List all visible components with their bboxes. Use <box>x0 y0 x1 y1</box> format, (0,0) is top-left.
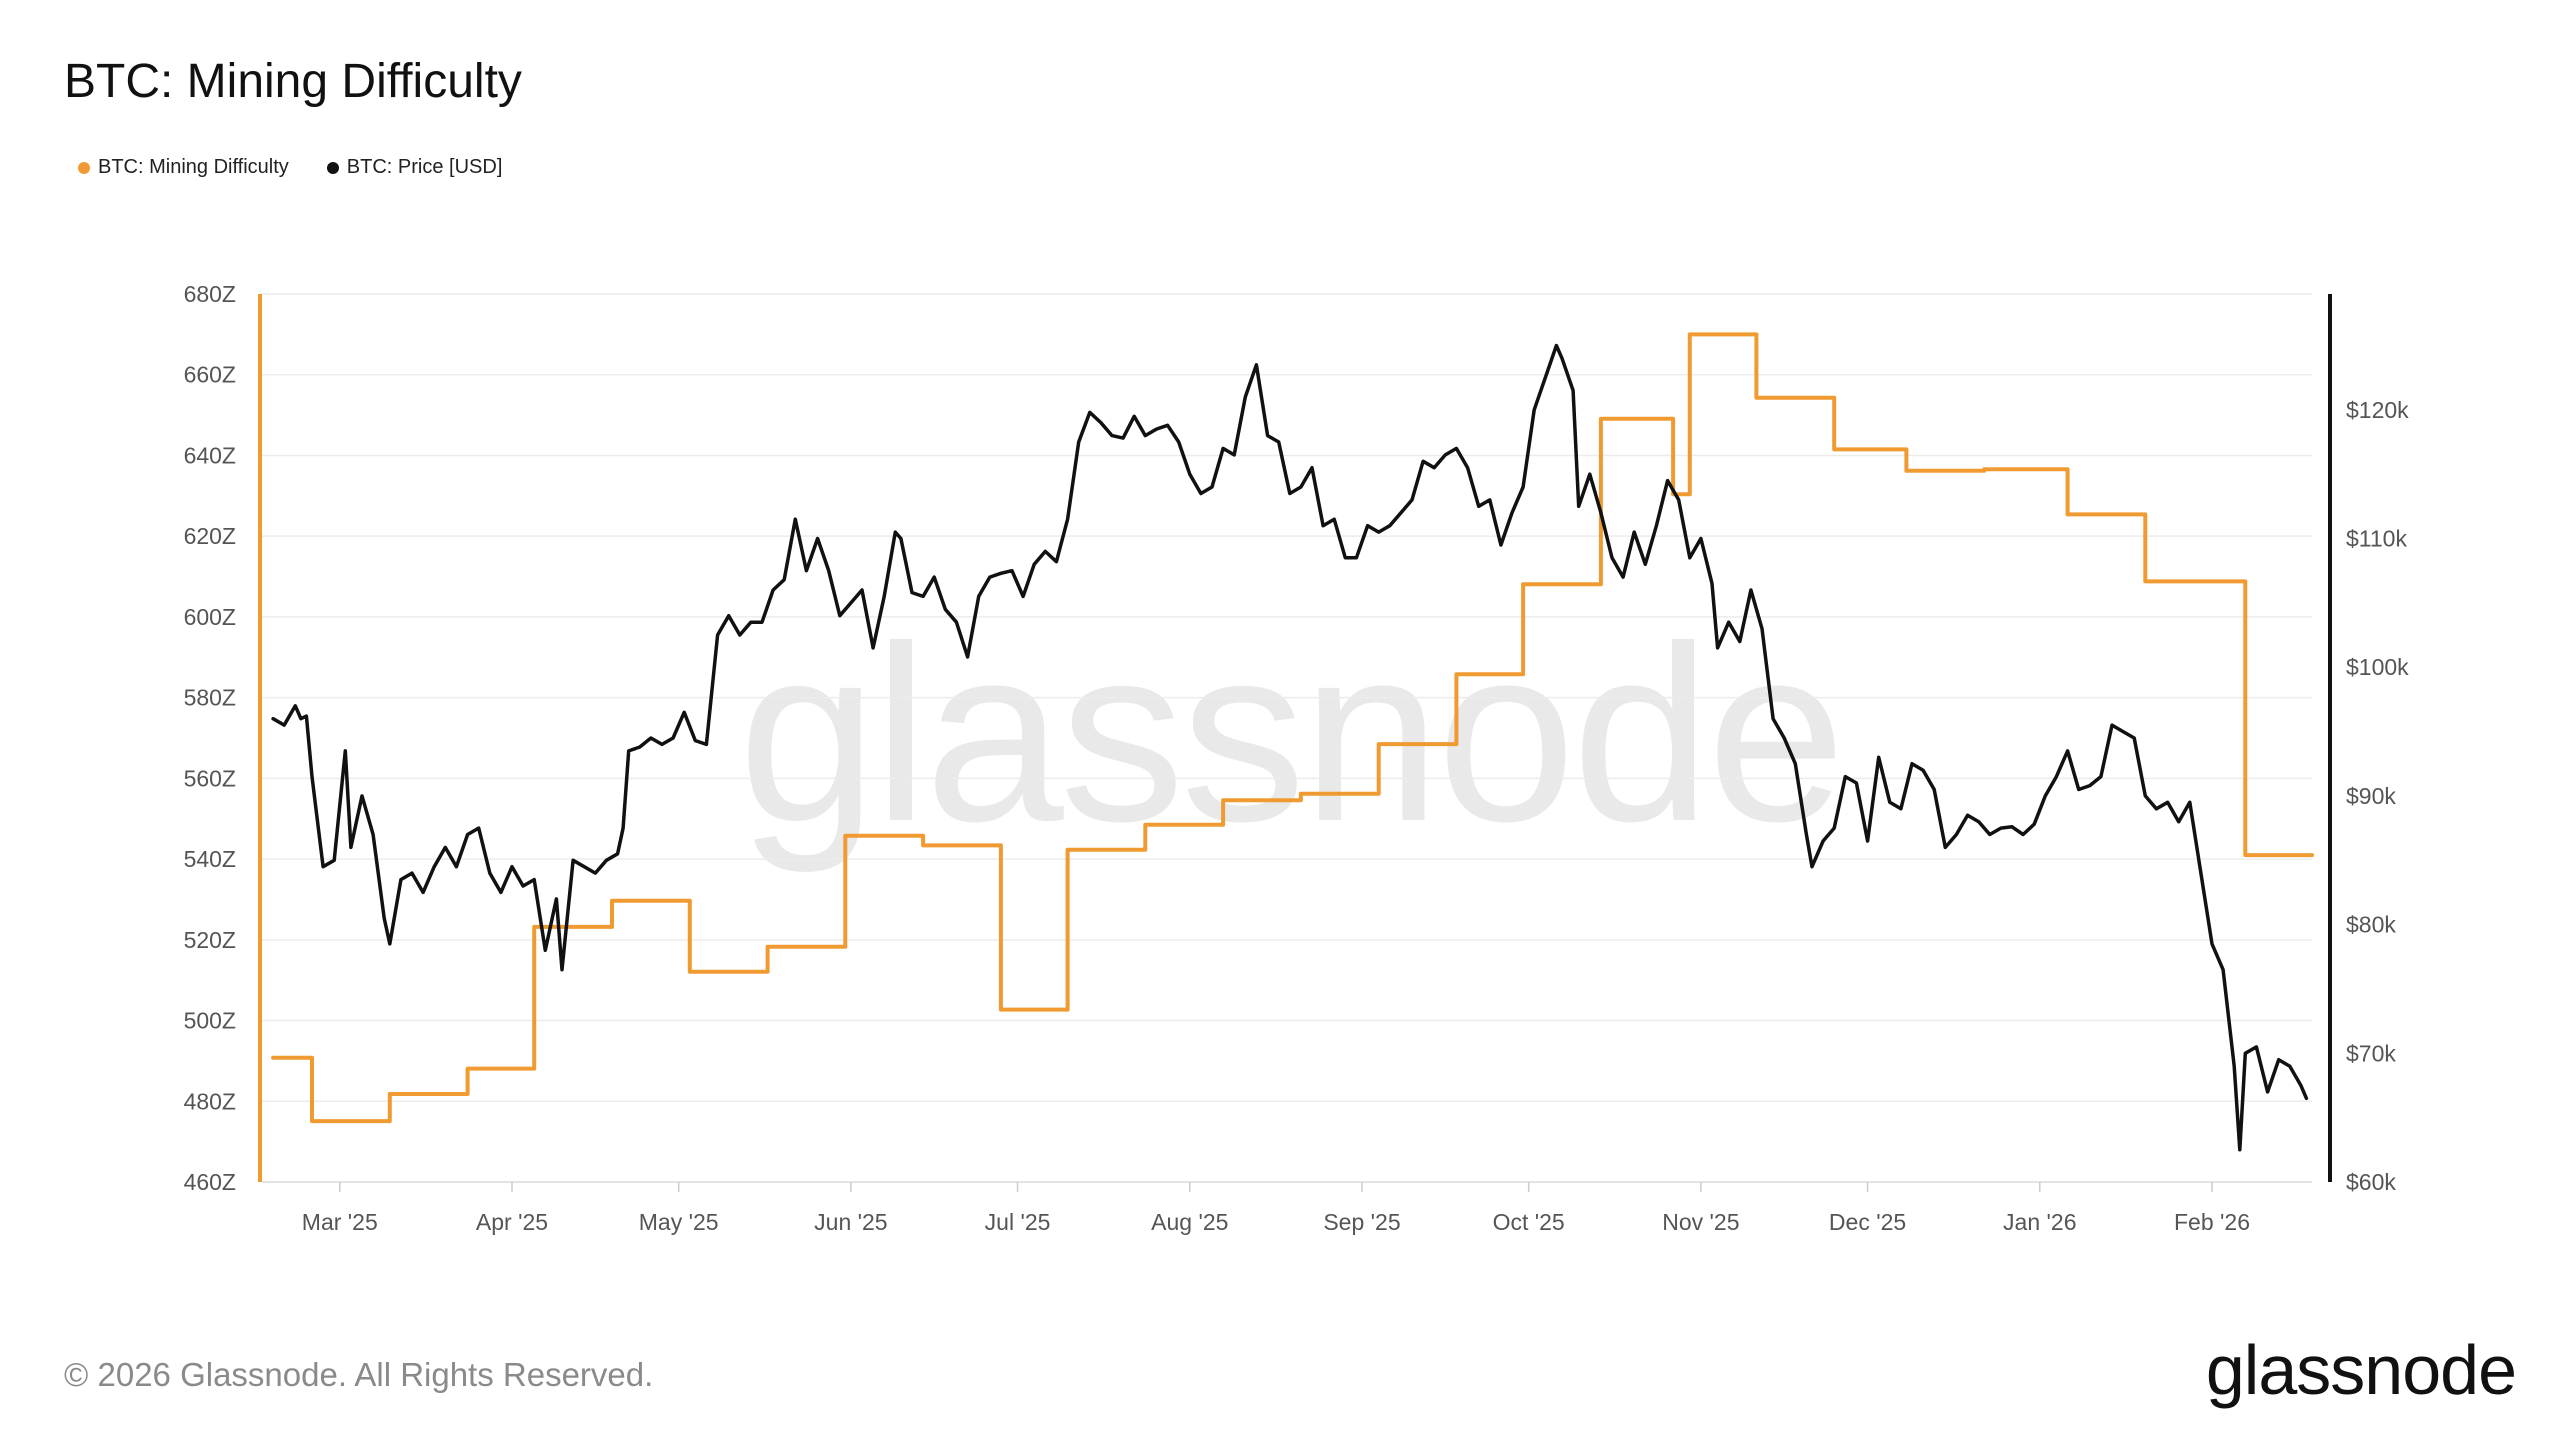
chart-title: BTC: Mining Difficulty <box>64 55 522 108</box>
chart-legend: BTC: Mining Difficulty BTC: Price [USD] <box>78 156 540 179</box>
y-left-tick-label: 660Z <box>184 362 236 388</box>
axis-layer: 460Z 480Z 500Z 520Z 540Z 560Z 580Z 600Z 620Z 640Z… <box>184 281 2410 1235</box>
legend-item-difficulty[interactable]: BTC: Mining Difficulty <box>78 156 289 179</box>
x-tick-label: Sep '25 <box>1323 1209 1400 1235</box>
watermark-text: glassnode <box>738 594 1842 873</box>
legend-dot-price <box>326 161 339 174</box>
y-left-tick-label: 620Z <box>184 523 236 549</box>
y-right-tick-label: $60k <box>2346 1169 2396 1195</box>
legend-label-difficulty: BTC: Mining Difficulty <box>98 156 289 178</box>
legend-item-price[interactable]: BTC: Price [USD] <box>326 156 503 179</box>
x-tick-label: Aug '25 <box>1151 1209 1228 1235</box>
y-right-tick-label: $70k <box>2346 1040 2396 1066</box>
legend-dot-difficulty <box>78 161 90 174</box>
y-right-tick-label: $100k <box>2346 654 2409 680</box>
series-layer <box>271 332 2314 1152</box>
glassnode-logo[interactable]: glassnode <box>2205 1331 2517 1409</box>
y-right-tick-label: $80k <box>2346 912 2396 938</box>
y-left-tick-label: 680Z <box>184 281 236 307</box>
x-tick-label: Jan '26 <box>2003 1209 2076 1235</box>
legend-label-price: BTC: Price [USD] <box>346 156 503 178</box>
x-tick-label: Jun '25 <box>814 1209 887 1235</box>
x-tick-label: Dec '25 <box>1829 1209 1906 1235</box>
y-left-tick-label: 500Z <box>184 1008 236 1034</box>
x-tick-label: Feb '26 <box>2174 1209 2250 1235</box>
series-line-btc-price <box>271 343 2309 1152</box>
y-right-tick-label: $90k <box>2346 783 2396 809</box>
series-line-mining-difficulty <box>271 332 2314 1124</box>
x-tick-label: Jul '25 <box>985 1209 1051 1235</box>
x-tick-label: Apr '25 <box>476 1209 548 1235</box>
x-tick-label: Oct '25 <box>1493 1209 1565 1235</box>
y-left-tick-label: 460Z <box>184 1169 236 1195</box>
y-left-tick-label: 540Z <box>184 846 236 872</box>
y-left-tick-label: 480Z <box>184 1088 236 1114</box>
x-tick-label: May '25 <box>639 1209 719 1235</box>
y-left-tick-label: 600Z <box>184 604 236 630</box>
y-left-tick-label: 520Z <box>184 927 236 953</box>
y-left-tick-label: 640Z <box>184 442 236 468</box>
y-left-tick-label: 580Z <box>184 685 236 711</box>
x-tick-label: Nov '25 <box>1662 1209 1739 1235</box>
y-right-tick-label: $110k <box>2346 526 2407 552</box>
x-tick-label: Mar '25 <box>302 1209 378 1235</box>
y-right-tick-label: $120k <box>2346 397 2409 423</box>
footer-copyright: © 2026 Glassnode. All Rights Reserved. <box>64 1356 654 1393</box>
y-left-tick-label: 560Z <box>184 765 236 791</box>
